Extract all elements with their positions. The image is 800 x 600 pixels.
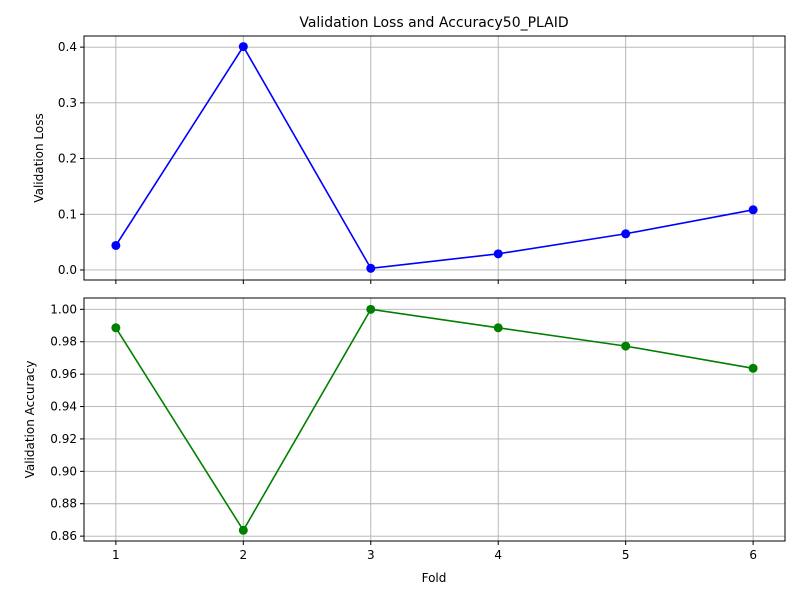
xtick-label: 3 [367,548,375,562]
loss-point [111,240,121,250]
loss-series-line [115,45,754,270]
loss-subplot: 0.0 0.1 0.2 0.3 0.4 Validation Loss [32,35,786,284]
loss-ytick-label: 0.0 [58,263,77,277]
x-axis-label: Fold [422,571,447,585]
accuracy-ytick-label: 0.88 [50,497,77,511]
accuracy-point [493,323,503,333]
accuracy-y-axis-label: Validation Accuracy [23,361,37,479]
accuracy-point [366,304,376,314]
loss-ytick-label: 0.2 [58,152,77,166]
xtick-label: 5 [622,548,630,562]
xtick-label: 1 [112,548,120,562]
loss-ytick-label: 0.3 [58,96,77,110]
xtick-label: 4 [494,548,502,562]
accuracy-plot-frame [83,297,786,542]
accuracy-point [621,341,631,351]
accuracy-point [111,323,121,333]
accuracy-ytick-label: 0.86 [50,529,77,543]
xtick-label: 6 [749,548,757,562]
loss-point [366,263,376,273]
xtick-label: 2 [239,548,247,562]
accuracy-ytick-label: 1.00 [50,302,77,316]
accuracy-ytick-label: 0.92 [50,432,77,446]
loss-ytick-label: 0.4 [58,40,77,54]
accuracy-ytick-label: 0.94 [50,400,77,414]
accuracy-point [238,525,248,535]
loss-point [748,205,758,215]
loss-ytick-label: 0.1 [58,207,77,221]
accuracy-point [748,363,758,373]
accuracy-ytick-label: 0.90 [50,464,77,478]
loss-point [621,229,631,239]
accuracy-ytick-label: 0.96 [50,367,77,381]
loss-point [238,42,248,52]
accuracy-subplot: 0.86 0.88 0.90 0.92 0.94 0.96 0.98 1.00 1 2 3 4 5 6 Va… [23,297,786,562]
accuracy-series-line [115,308,754,532]
accuracy-ytick-label: 0.98 [50,335,77,349]
chart-title: Validation Loss and Accuracy50_PLAID [299,15,568,31]
loss-plot-frame [83,35,786,281]
loss-y-axis-label: Validation Loss [32,113,46,202]
loss-point [493,249,503,259]
